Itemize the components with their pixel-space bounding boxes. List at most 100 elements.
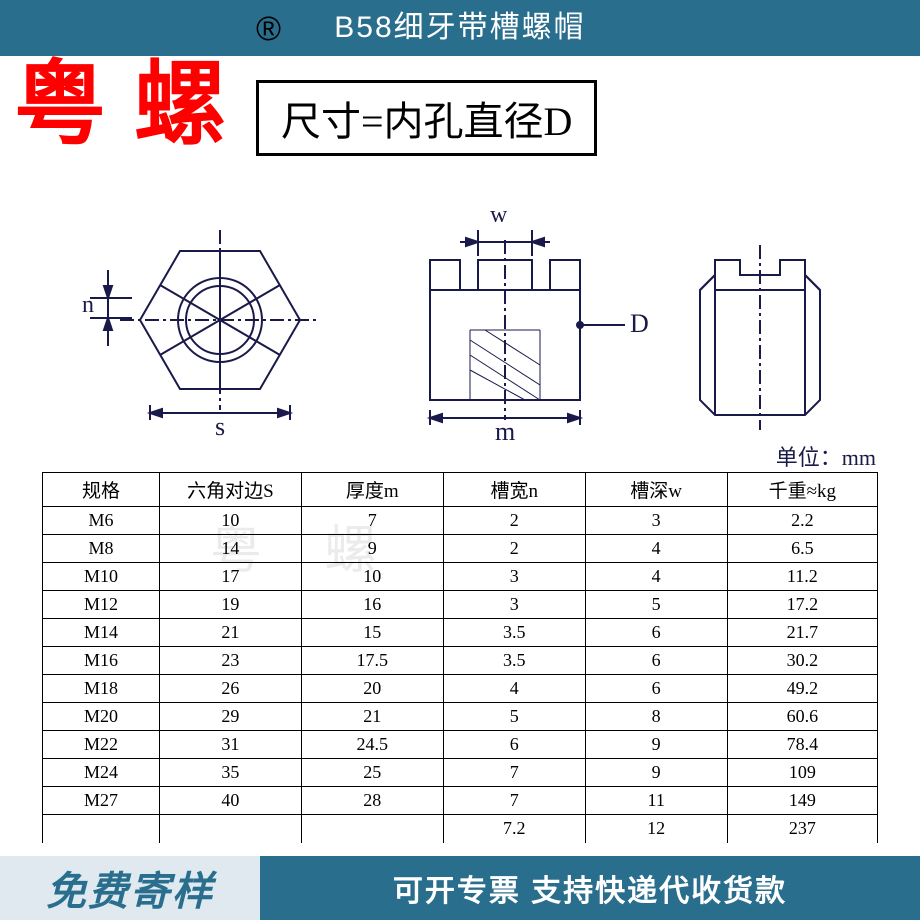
table-cell: 40: [159, 787, 301, 815]
label-w: w: [490, 202, 508, 228]
table-cell: [301, 815, 443, 843]
table-cell: 6: [585, 619, 727, 647]
table-cell: 6: [585, 647, 727, 675]
label-m: m: [495, 417, 515, 440]
table-cell: 3.5: [443, 647, 585, 675]
table-cell: 21.7: [727, 619, 877, 647]
table-cell: 4: [585, 535, 727, 563]
table-cell: 10: [301, 563, 443, 591]
table-cell: 17.5: [301, 647, 443, 675]
table-cell: 30.2: [727, 647, 877, 675]
table-header-cell: 千重≈kg: [727, 473, 877, 507]
table-row: M1826204649.2: [43, 675, 878, 703]
table-cell: M8: [43, 535, 160, 563]
table-header-cell: 厚度m: [301, 473, 443, 507]
table-cell: 21: [159, 619, 301, 647]
table-row: 7.212237: [43, 815, 878, 843]
table-cell: 35: [159, 759, 301, 787]
table-cell: 26: [159, 675, 301, 703]
table-cell: 24.5: [301, 731, 443, 759]
table-cell: 109: [727, 759, 877, 787]
table-cell: 7.2: [443, 815, 585, 843]
table-cell: M18: [43, 675, 160, 703]
header-title: B58细牙带槽螺帽: [334, 11, 585, 44]
footer-band: 免费寄样 可开专票 支持快递代收货款: [0, 856, 920, 920]
size-note-box: 尺寸=内孔直径D: [256, 80, 597, 156]
table-header-cell: 六角对边S: [159, 473, 301, 507]
table-cell: [159, 815, 301, 843]
table-cell: [43, 815, 160, 843]
table-row: M223124.56978.4: [43, 731, 878, 759]
table-cell: 17.2: [727, 591, 877, 619]
table-cell: 2: [443, 507, 585, 535]
table-row: M162317.53.5630.2: [43, 647, 878, 675]
table-cell: 49.2: [727, 675, 877, 703]
table-cell: M16: [43, 647, 160, 675]
table-cell: 31: [159, 731, 301, 759]
table-cell: 6.5: [727, 535, 877, 563]
table-cell: M22: [43, 731, 160, 759]
table-cell: 11: [585, 787, 727, 815]
table-cell: 9: [301, 535, 443, 563]
label-n: n: [82, 292, 94, 318]
table-cell: 25: [301, 759, 443, 787]
table-cell: 60.6: [727, 703, 877, 731]
registered-mark-icon: ®: [256, 10, 281, 49]
brand-watermark: 粤螺: [14, 30, 254, 163]
table-cell: M20: [43, 703, 160, 731]
table-cell: 11.2: [727, 563, 877, 591]
table-row: M6107232.2: [43, 507, 878, 535]
table-row: M8149246.5: [43, 535, 878, 563]
table-cell: 237: [727, 815, 877, 843]
table-header-cell: 槽宽n: [443, 473, 585, 507]
table-cell: 7: [301, 507, 443, 535]
table-cell: 3.5: [443, 619, 585, 647]
label-d: D: [630, 309, 649, 338]
table-cell: 5: [443, 703, 585, 731]
table-cell: 2.2: [727, 507, 877, 535]
table-cell: 20: [301, 675, 443, 703]
table-cell: 6: [443, 731, 585, 759]
table-cell: 17: [159, 563, 301, 591]
table-cell: 16: [301, 591, 443, 619]
table-cell: 7: [443, 787, 585, 815]
table-cell: 2: [443, 535, 585, 563]
table-header-cell: 槽深w: [585, 473, 727, 507]
table-row: M1219163517.2: [43, 591, 878, 619]
spec-table: 规格六角对边S厚度m槽宽n槽深w千重≈kg M6107232.2M8149246…: [42, 472, 878, 843]
footer-left: 免费寄样: [0, 856, 260, 920]
table-row: M2029215860.6: [43, 703, 878, 731]
table-header-cell: 规格: [43, 473, 160, 507]
footer-right: 可开专票 支持快递代收货款: [260, 856, 920, 920]
table-row: M1421153.5621.7: [43, 619, 878, 647]
table-cell: 149: [727, 787, 877, 815]
size-note-text: 尺寸=内孔直径D: [281, 99, 572, 144]
table-cell: 10: [159, 507, 301, 535]
table-cell: 3: [585, 507, 727, 535]
table-cell: 12: [585, 815, 727, 843]
table-cell: 4: [585, 563, 727, 591]
table-cell: 21: [301, 703, 443, 731]
table-row: M24352579109: [43, 759, 878, 787]
label-s: s: [215, 412, 225, 440]
table-cell: 23: [159, 647, 301, 675]
table-cell: 15: [301, 619, 443, 647]
table-cell: 3: [443, 563, 585, 591]
table-cell: 4: [443, 675, 585, 703]
technical-diagram: s n w m D: [70, 170, 850, 440]
table-header-row: 规格六角对边S厚度m槽宽n槽深w千重≈kg: [43, 473, 878, 507]
table-row: M274028711149: [43, 787, 878, 815]
table-cell: 6: [585, 675, 727, 703]
table-cell: M14: [43, 619, 160, 647]
table-cell: M24: [43, 759, 160, 787]
table-cell: 8: [585, 703, 727, 731]
table-cell: 14: [159, 535, 301, 563]
table-cell: M12: [43, 591, 160, 619]
table-cell: 19: [159, 591, 301, 619]
table-cell: 9: [585, 731, 727, 759]
table-cell: 3: [443, 591, 585, 619]
table-cell: M27: [43, 787, 160, 815]
unit-label: 单位：mm: [776, 440, 876, 472]
table-cell: 7: [443, 759, 585, 787]
table-cell: M10: [43, 563, 160, 591]
